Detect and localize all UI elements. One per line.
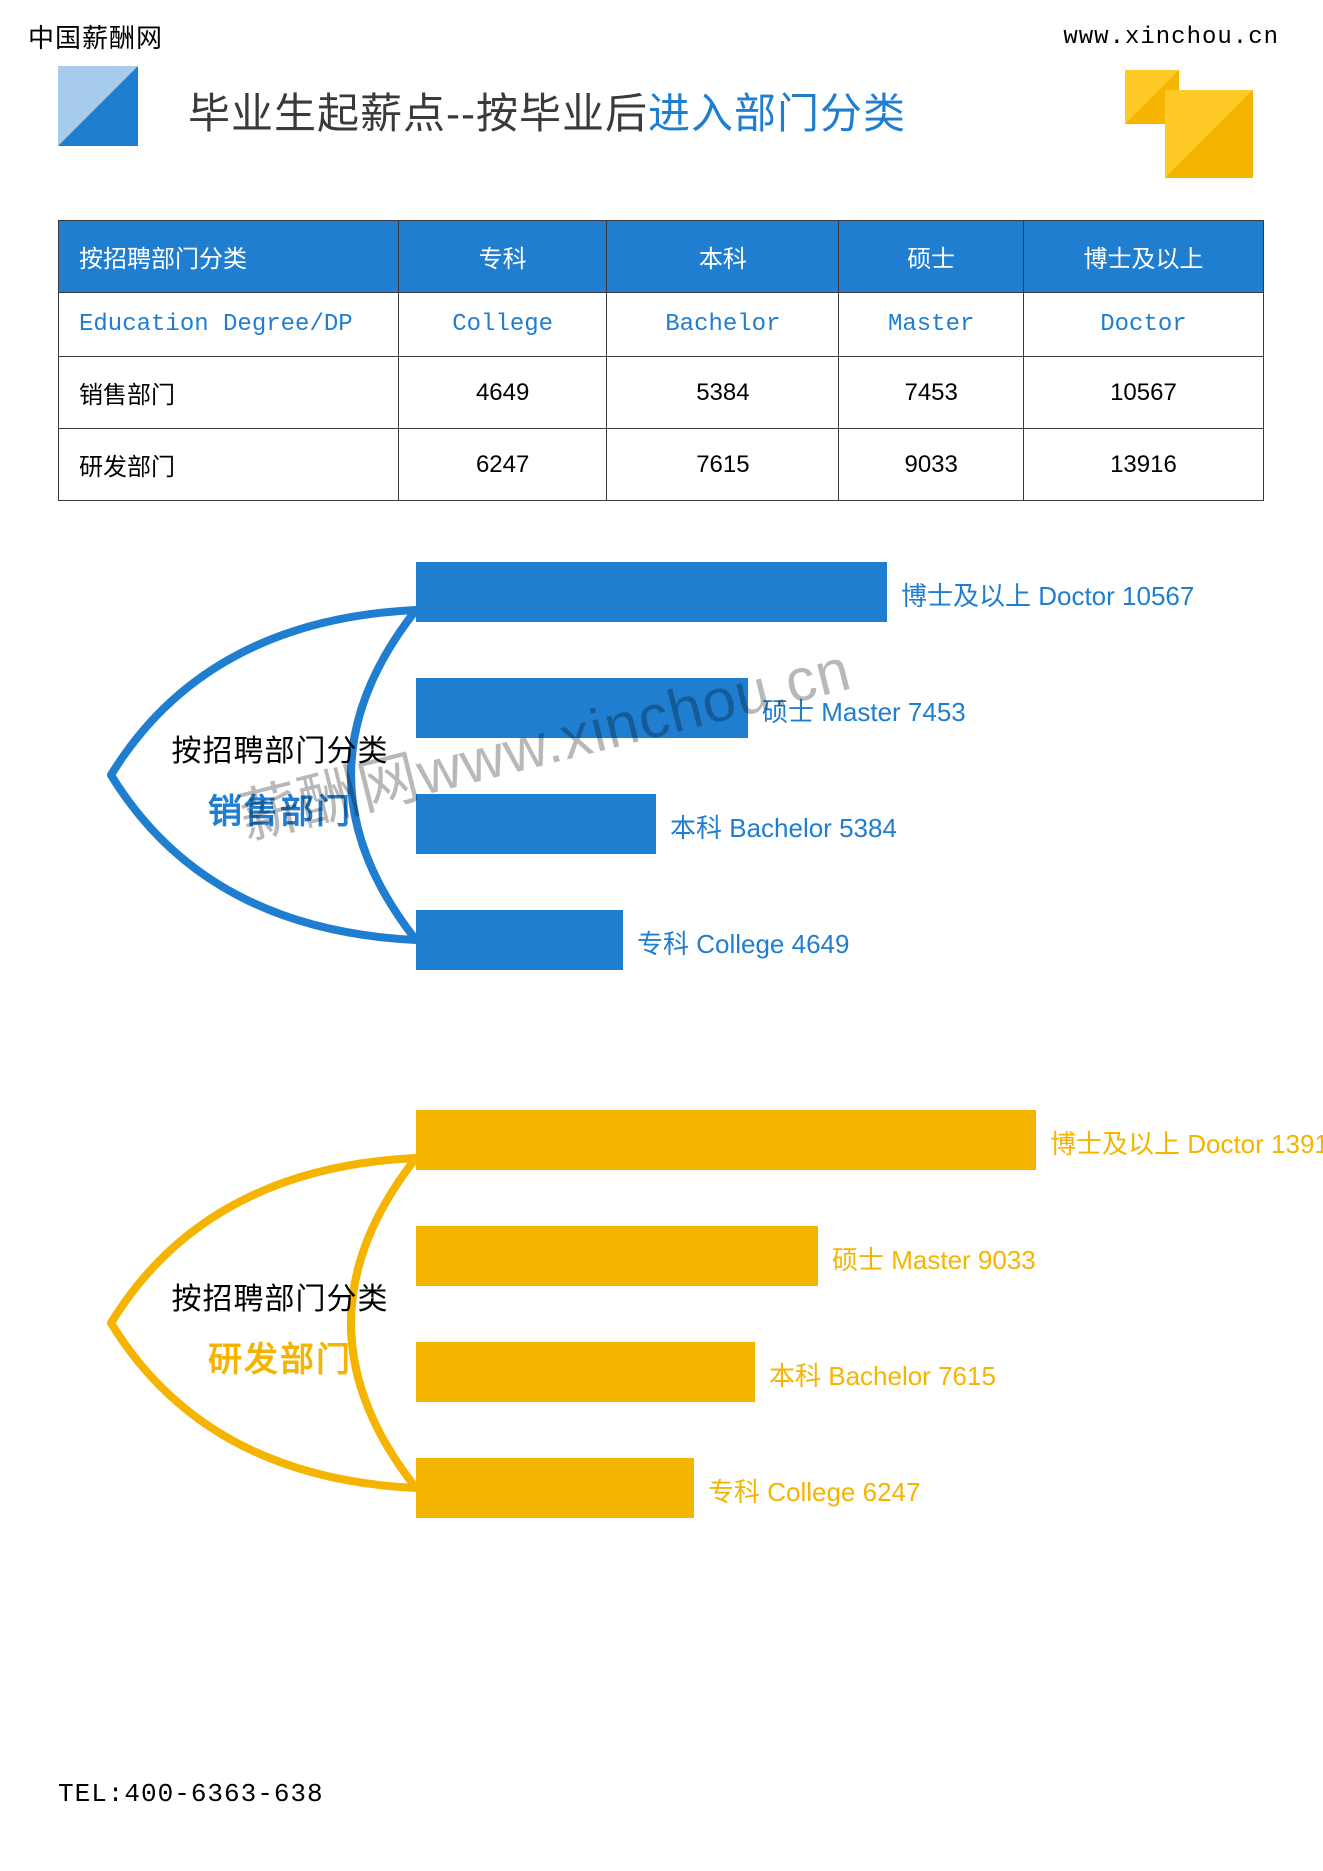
bar-label: 博士及以上 Doctor 10567 [901, 576, 1194, 613]
bar [416, 794, 656, 854]
chart-shape: 按招聘部门分类 研发部门 [86, 1148, 426, 1498]
chart-caption-line2: 研发部门 [150, 1332, 410, 1381]
chart-shape: 按招聘部门分类 销售部门 [86, 600, 426, 950]
table-header-cell: 专科 [399, 221, 607, 293]
table-english-row: Education Degree/DP College Bachelor Mas… [59, 293, 1264, 357]
bar-label: 本科 Bachelor 5384 [670, 808, 897, 845]
brand-text: 中国薪酬网 [28, 18, 163, 55]
bar-row: 专科 College 4649 [416, 910, 1256, 970]
bar-label: 专科 College 6247 [708, 1472, 920, 1509]
bar-label: 硕士 Master 7453 [762, 692, 966, 729]
chart-bars: 博士及以上 Doctor 13916 硕士 Master 9033 本科 Bache… [416, 1110, 1256, 1518]
bar-label: 专科 College 4649 [637, 924, 849, 961]
page-title-accent: 进入部门分类 [648, 90, 906, 137]
header-square-icon [58, 66, 138, 146]
table-cell: Bachelor [607, 293, 839, 357]
bar-label: 本科 Bachelor 7615 [769, 1356, 996, 1393]
table-cell: 6247 [399, 429, 607, 501]
chart-bars: 博士及以上 Doctor 10567 硕士 Master 7453 本科 Bache… [416, 562, 1256, 970]
bar-row: 硕士 Master 9033 [416, 1226, 1256, 1286]
table-cell: 研发部门 [59, 429, 399, 501]
table-cell: Education Degree/DP [59, 293, 399, 357]
chart-caption-line1: 按招聘部门分类 [150, 726, 410, 770]
table-cell: 4649 [399, 357, 607, 429]
page-header: 毕业生起薪点--按毕业后进入部门分类 [58, 58, 1265, 178]
table-cell: 9033 [839, 429, 1023, 501]
chart-caption-line1: 按招聘部门分类 [150, 1274, 410, 1318]
bar [416, 1342, 755, 1402]
table-header-row: 按招聘部门分类 专科 本科 硕士 博士及以上 [59, 221, 1264, 293]
table-header-cell: 本科 [607, 221, 839, 293]
chart-caption: 按招聘部门分类 研发部门 [150, 1274, 410, 1381]
table-cell: 7453 [839, 357, 1023, 429]
table-header-cell: 博士及以上 [1023, 221, 1263, 293]
bar [416, 1226, 818, 1286]
table-row: 销售部门 4649 5384 7453 10567 [59, 357, 1264, 429]
bar-label: 硕士 Master 9033 [832, 1240, 1036, 1277]
table-cell: College [399, 293, 607, 357]
chart-caption: 按招聘部门分类 销售部门 [150, 726, 410, 833]
table-row: 研发部门 6247 7615 9033 13916 [59, 429, 1264, 501]
bar-row: 博士及以上 Doctor 10567 [416, 562, 1256, 622]
table-cell: 7615 [607, 429, 839, 501]
page-title-pre: 毕业生起薪点--按毕业后 [188, 90, 648, 137]
footer-telephone: TEL:400-6363-638 [58, 1779, 324, 1809]
header-deco-icon [1125, 64, 1265, 174]
page-title: 毕业生起薪点--按毕业后进入部门分类 [188, 80, 906, 141]
site-url: www.xinchou.cn [1063, 24, 1279, 51]
bar [416, 1110, 1036, 1170]
table-cell: Master [839, 293, 1023, 357]
bar-row: 本科 Bachelor 5384 [416, 794, 1256, 854]
table-cell: 5384 [607, 357, 839, 429]
bar-row: 专科 College 6247 [416, 1458, 1256, 1518]
table-cell: 13916 [1023, 429, 1263, 501]
bar [416, 910, 623, 970]
salary-table: 按招聘部门分类 专科 本科 硕士 博士及以上 Education Degree/… [58, 220, 1264, 501]
table-header-cell: 按招聘部门分类 [59, 221, 399, 293]
table-header-cell: 硕士 [839, 221, 1023, 293]
bar [416, 678, 748, 738]
table-cell: Doctor [1023, 293, 1263, 357]
bar-row: 硕士 Master 7453 [416, 678, 1256, 738]
bar-row: 博士及以上 Doctor 13916 [416, 1110, 1256, 1170]
bar-row: 本科 Bachelor 7615 [416, 1342, 1256, 1402]
bar [416, 562, 887, 622]
chart-caption-line2: 销售部门 [150, 784, 410, 833]
bar [416, 1458, 694, 1518]
bar-label: 博士及以上 Doctor 13916 [1050, 1124, 1323, 1161]
table-cell: 10567 [1023, 357, 1263, 429]
table-cell: 销售部门 [59, 357, 399, 429]
